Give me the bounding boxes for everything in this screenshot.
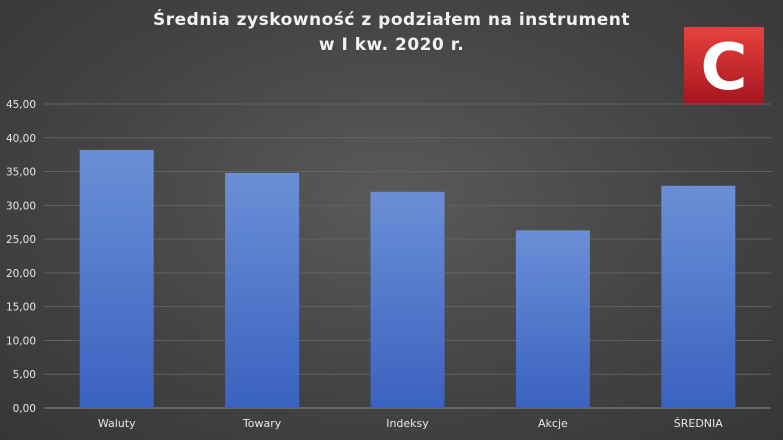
y-tick-label: 15,00 <box>6 302 36 314</box>
y-tick-label: 35,00 <box>6 167 36 179</box>
bars <box>79 149 736 408</box>
chart-title-line-1: Średnia zyskowność z podziałem na instru… <box>153 10 630 30</box>
x-category-label: Towary <box>242 417 282 430</box>
y-tick-label: 45,00 <box>6 99 36 111</box>
y-tick-label: 20,00 <box>6 268 36 280</box>
x-category-label: Indeksy <box>386 417 429 430</box>
x-category-label: Akcje <box>538 417 568 430</box>
y-tick-label: 0,00 <box>13 403 36 415</box>
y-tick-label: 30,00 <box>6 200 36 212</box>
bar-4 <box>515 230 590 408</box>
y-tick-label: 40,00 <box>6 133 36 145</box>
x-category-label: Waluty <box>98 417 136 430</box>
bar-2 <box>225 172 300 408</box>
bar-3 <box>370 191 445 408</box>
logo-background <box>684 27 764 105</box>
bar-5 <box>661 185 736 408</box>
brand-logo: C <box>684 27 764 105</box>
y-tick-label: 10,00 <box>6 335 36 347</box>
y-tick-label: 25,00 <box>6 234 36 246</box>
y-axis-tick-labels: 0,00 5,00 10,00 15,00 20,00 25,00 30,00 35,00 40… <box>6 99 36 415</box>
bar-1 <box>79 149 154 408</box>
chart-title: Średnia zyskowność z podziałem na instru… <box>0 8 783 58</box>
y-tick-label: 5,00 <box>13 369 36 381</box>
logo-letter: C <box>701 31 748 105</box>
chart-title-line-2: w I kw. 2020 r. <box>318 35 465 55</box>
x-axis-category-labels: Waluty Towary Indeksy Akcje ŚREDNIA <box>98 417 723 430</box>
x-category-label: ŚREDNIA <box>674 417 724 430</box>
